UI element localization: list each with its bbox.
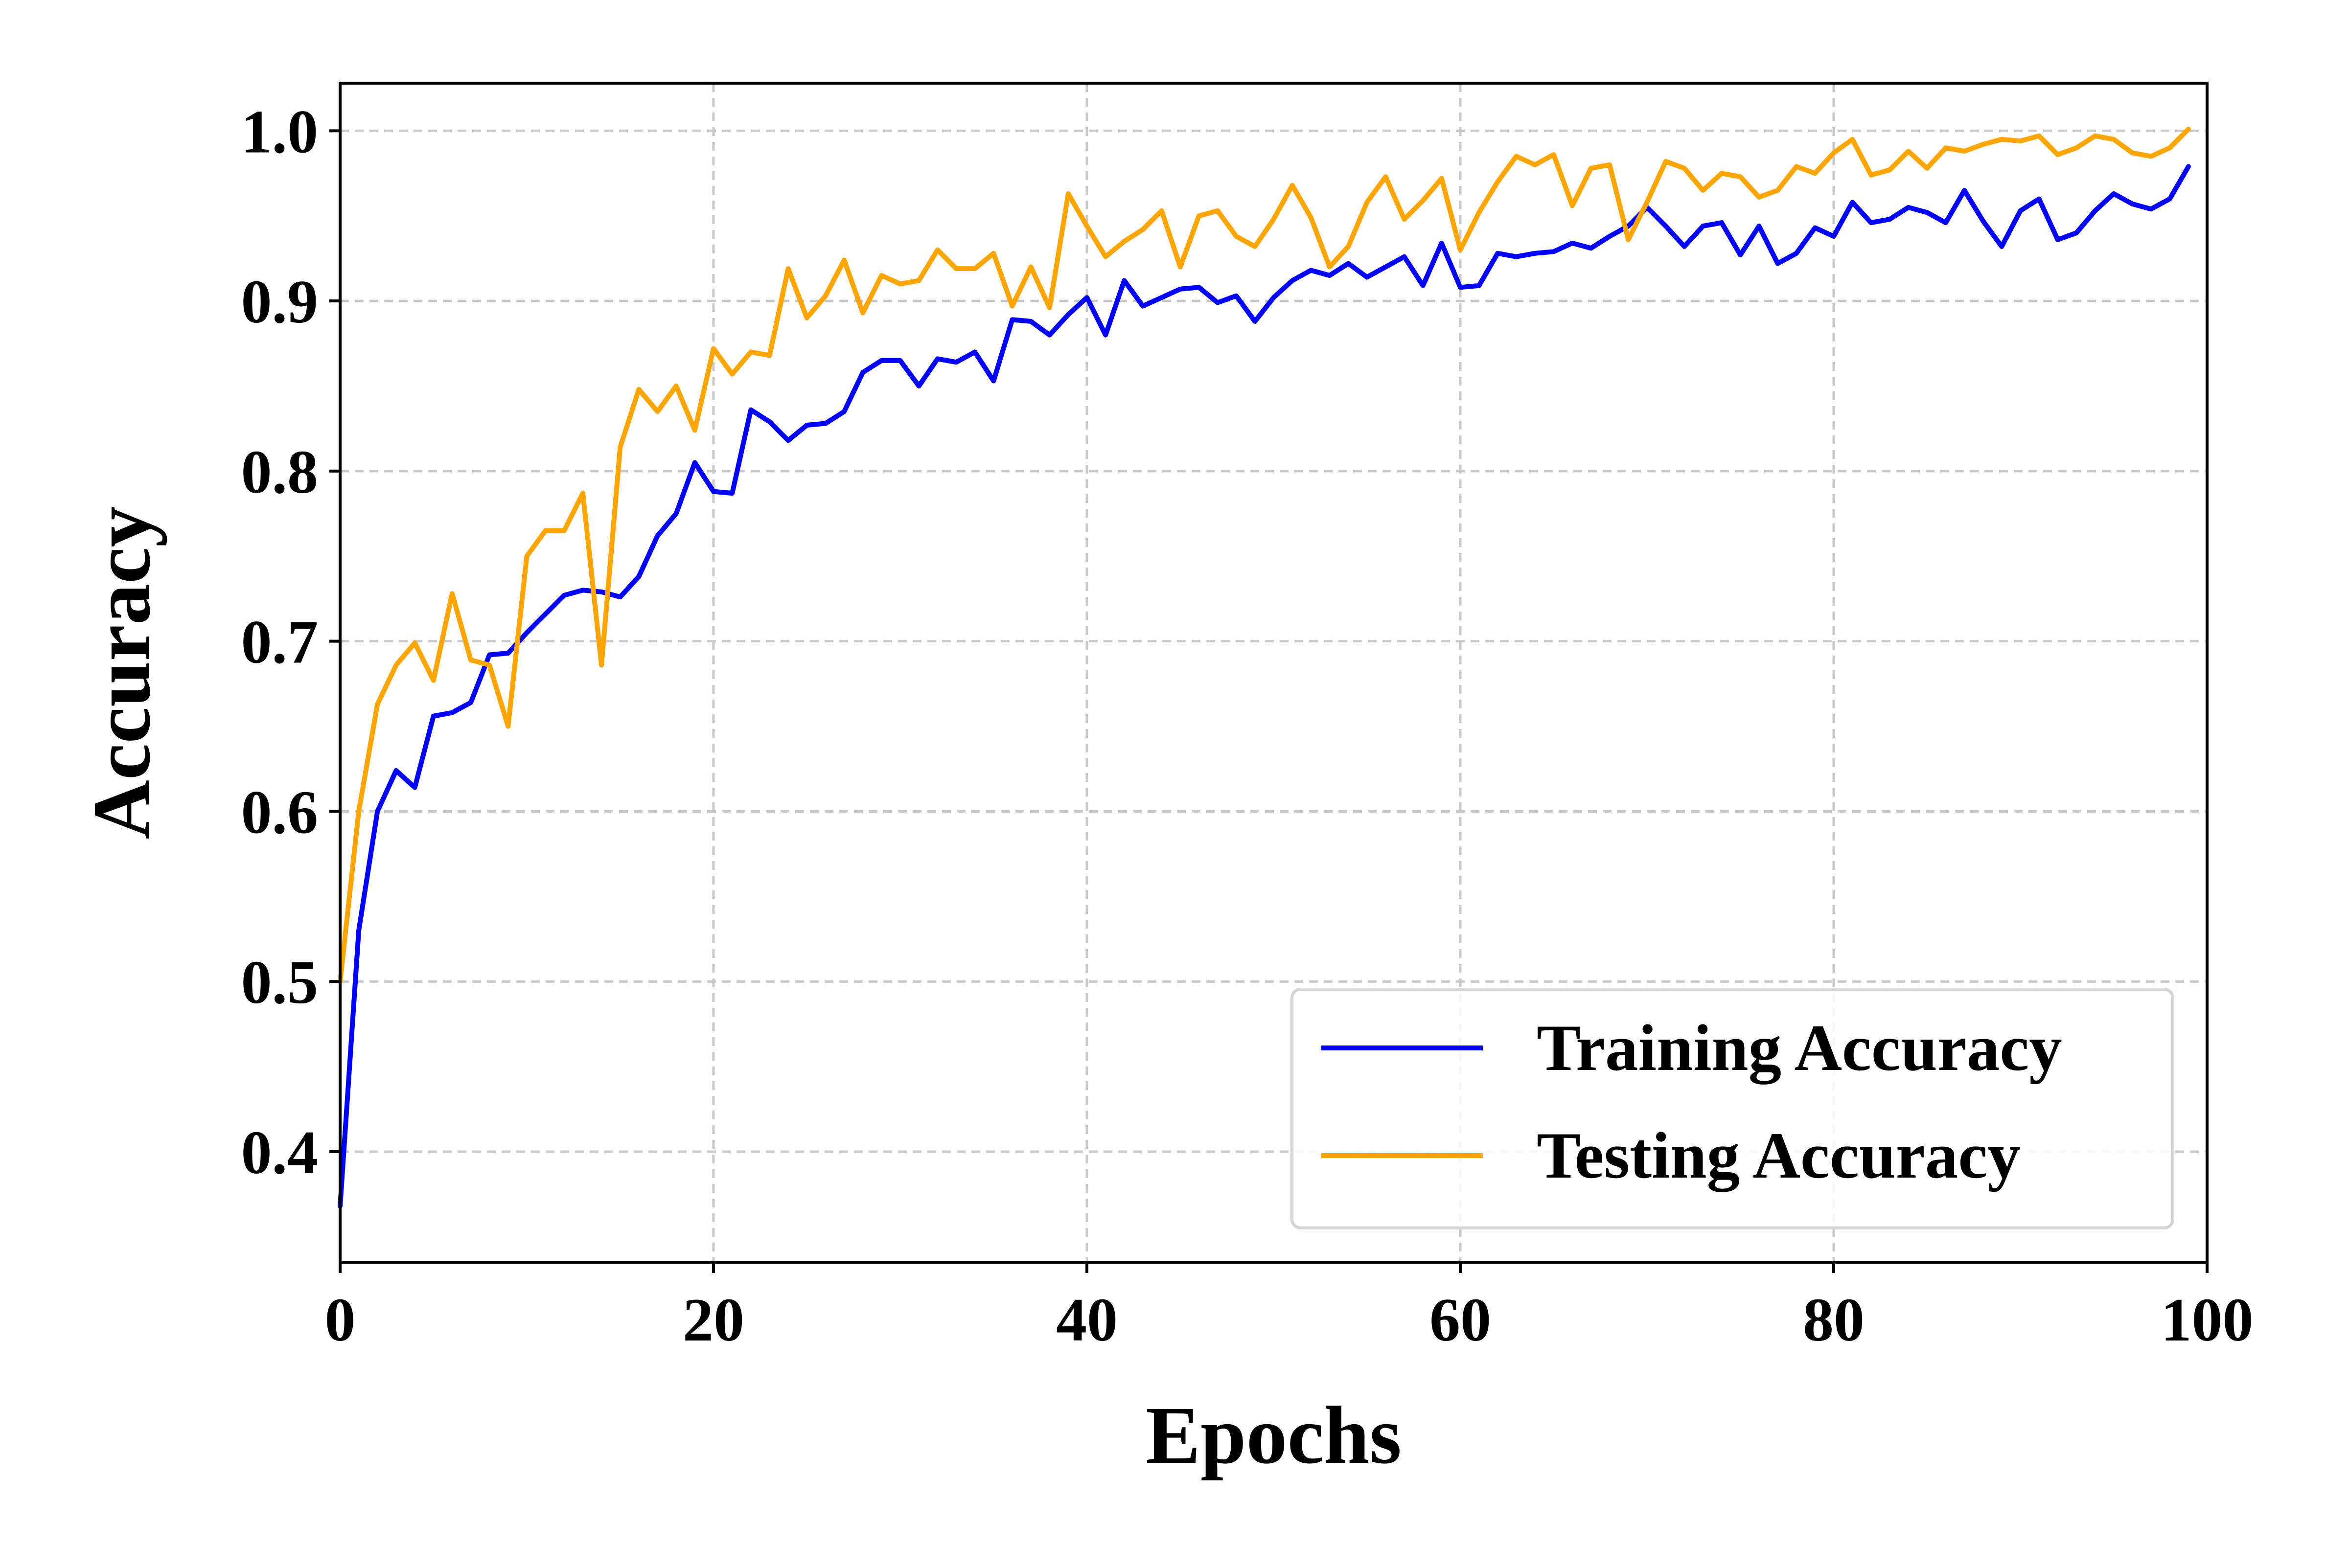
- x-tick-label: 40: [1056, 1286, 1118, 1354]
- x-tick-label: 60: [1429, 1286, 1491, 1354]
- y-axis-title: Accuracy: [76, 506, 167, 839]
- y-tick-label: 0.8: [241, 438, 319, 506]
- x-tick-label: 80: [1803, 1286, 1865, 1354]
- legend: Training Accuracy Testing Accuracy: [1290, 988, 2174, 1229]
- legend-label: Training Accuracy: [1537, 1012, 2062, 1085]
- tick-layer: 0 20 40 60 80 100 0.4 0.5 0.6 0.7 0.8 0.9 1.0: [241, 98, 2254, 1354]
- legend-box: [1290, 988, 2174, 1229]
- plot-area-frame: [339, 82, 2209, 1264]
- series-line-training-accuracy: [338, 164, 2191, 1209]
- series-line-testing-accuracy: [338, 126, 2191, 984]
- y-tick-label: 0.6: [241, 778, 319, 846]
- y-tick-label: 0.9: [241, 268, 319, 336]
- series-layer: [338, 126, 2191, 1209]
- x-tick-label: 100: [2161, 1286, 2254, 1354]
- y-tick-label: 0.4: [241, 1119, 319, 1187]
- x-tick-label: 20: [683, 1286, 744, 1354]
- legend-label: Testing Accuracy: [1537, 1119, 2021, 1192]
- y-tick-label: 1.0: [241, 98, 319, 166]
- x-tick-label: 0: [325, 1286, 356, 1354]
- y-tick-label: 0.5: [241, 949, 319, 1017]
- x-axis-title: Epochs: [1146, 1390, 1402, 1481]
- y-tick-label: 0.7: [241, 609, 319, 677]
